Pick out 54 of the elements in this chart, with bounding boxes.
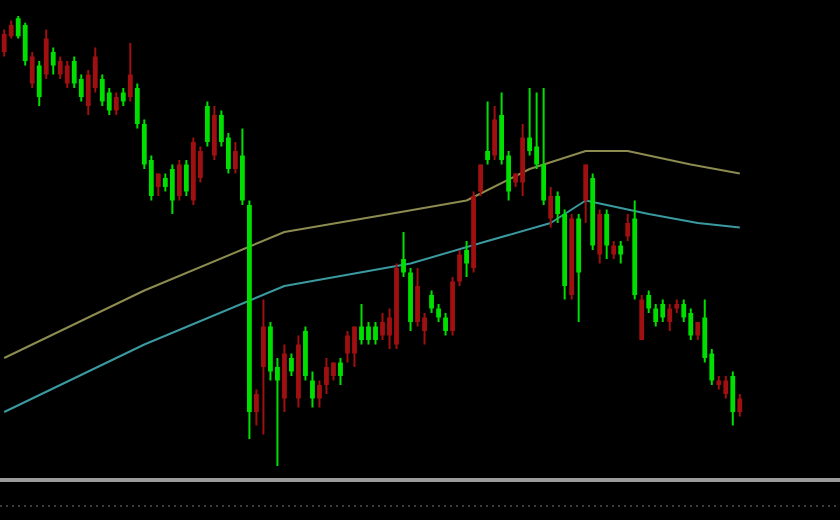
candlestick bbox=[282, 343, 287, 413]
candlestick bbox=[667, 303, 673, 332]
candlestick bbox=[527, 87, 533, 157]
candlestick bbox=[541, 87, 547, 206]
candlestick bbox=[597, 208, 603, 265]
candlestick bbox=[366, 321, 371, 346]
candlestick bbox=[352, 325, 357, 368]
candlestick bbox=[169, 163, 175, 215]
candlestick bbox=[478, 163, 483, 197]
candlestick bbox=[64, 60, 70, 89]
candlestick bbox=[548, 186, 554, 229]
candlestick bbox=[1, 28, 7, 58]
candlestick bbox=[22, 21, 28, 67]
candlestick bbox=[730, 370, 736, 427]
candlestick bbox=[688, 307, 694, 341]
candlestick bbox=[625, 213, 631, 242]
candlestick bbox=[415, 267, 420, 328]
candlestick bbox=[345, 330, 350, 364]
candlestick bbox=[232, 141, 238, 175]
candlestick bbox=[639, 294, 645, 341]
candlestick bbox=[737, 393, 743, 418]
candlestick bbox=[29, 51, 35, 89]
candlestick bbox=[660, 298, 666, 323]
candlestick bbox=[43, 28, 49, 80]
candlestick bbox=[50, 46, 56, 76]
candlestick bbox=[289, 352, 294, 377]
candlestick bbox=[36, 60, 42, 107]
candlestick bbox=[583, 163, 589, 224]
candlestick bbox=[646, 289, 652, 314]
candlestick bbox=[204, 100, 210, 148]
candlestick bbox=[261, 298, 266, 436]
candlestick bbox=[359, 303, 364, 346]
candlestick bbox=[99, 73, 105, 107]
candlestick bbox=[380, 312, 385, 341]
candlestick bbox=[183, 159, 189, 197]
candlestick bbox=[176, 159, 182, 202]
candlestick bbox=[113, 91, 119, 116]
candlestick bbox=[240, 127, 245, 206]
candlestick bbox=[324, 357, 329, 395]
candlestick bbox=[57, 55, 63, 80]
candlestick bbox=[373, 321, 378, 346]
candlestick bbox=[604, 208, 610, 260]
candlestick bbox=[723, 375, 729, 400]
candlestick bbox=[211, 105, 217, 161]
candlestick bbox=[492, 105, 497, 161]
candlestick bbox=[464, 240, 469, 278]
candlestick bbox=[443, 312, 448, 337]
candlestick bbox=[127, 42, 133, 103]
candlestick bbox=[485, 100, 490, 166]
candlestick bbox=[618, 240, 624, 265]
candlestick bbox=[106, 87, 112, 116]
candlestick bbox=[338, 357, 343, 386]
candlestick bbox=[520, 123, 526, 197]
candlestick bbox=[429, 289, 434, 314]
